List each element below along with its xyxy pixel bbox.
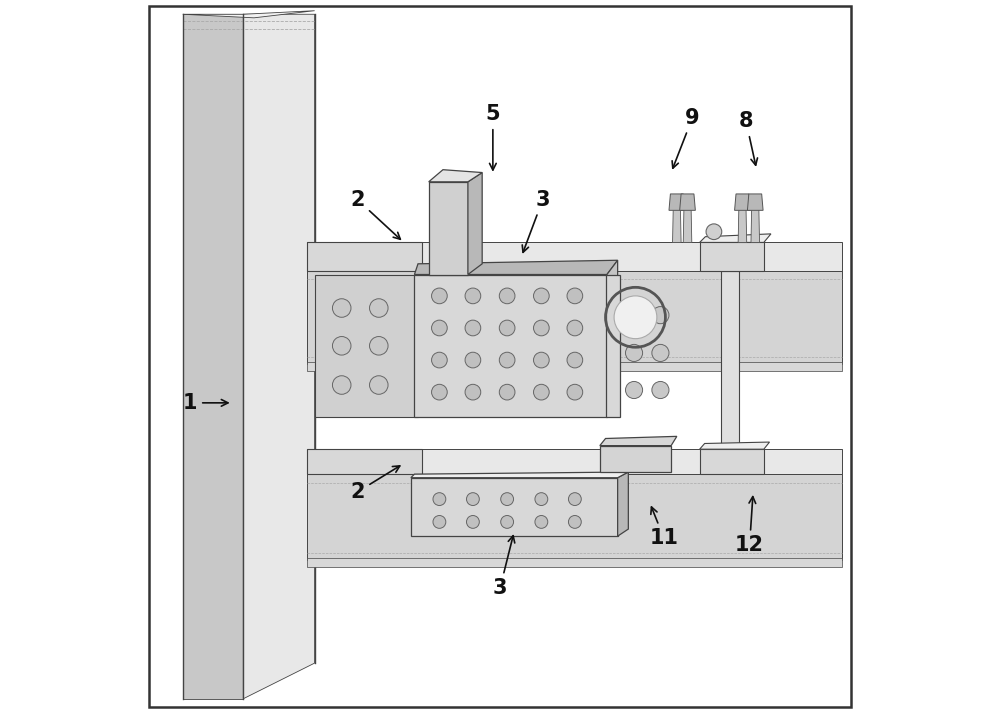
Polygon shape [600, 446, 671, 472]
Polygon shape [751, 207, 760, 242]
Polygon shape [307, 449, 422, 474]
Circle shape [706, 224, 722, 240]
Polygon shape [700, 449, 764, 474]
Polygon shape [411, 478, 618, 536]
Circle shape [535, 493, 548, 506]
Circle shape [652, 381, 669, 399]
Circle shape [465, 352, 481, 368]
Circle shape [625, 381, 643, 399]
Circle shape [433, 493, 446, 506]
Text: 2: 2 [350, 466, 400, 502]
Circle shape [432, 288, 447, 304]
Circle shape [568, 493, 581, 506]
Circle shape [625, 307, 643, 324]
Polygon shape [315, 275, 418, 417]
Polygon shape [669, 194, 685, 210]
Text: 3: 3 [522, 190, 550, 252]
Circle shape [652, 307, 669, 324]
Circle shape [534, 288, 549, 304]
Circle shape [465, 384, 481, 400]
Polygon shape [307, 474, 842, 560]
Circle shape [567, 352, 583, 368]
Polygon shape [738, 207, 747, 242]
Text: 1: 1 [183, 393, 228, 413]
Circle shape [370, 337, 388, 355]
Polygon shape [183, 14, 243, 699]
Circle shape [433, 515, 446, 528]
Polygon shape [680, 194, 695, 210]
Polygon shape [700, 234, 771, 242]
Polygon shape [183, 11, 315, 18]
Circle shape [499, 384, 515, 400]
Polygon shape [735, 194, 750, 210]
Polygon shape [429, 170, 482, 182]
Polygon shape [747, 194, 763, 210]
Circle shape [534, 384, 549, 400]
Polygon shape [673, 207, 681, 242]
Circle shape [370, 299, 388, 317]
Polygon shape [307, 271, 842, 364]
Circle shape [535, 515, 548, 528]
Polygon shape [606, 275, 620, 417]
Circle shape [499, 288, 515, 304]
Polygon shape [307, 449, 842, 474]
Circle shape [370, 376, 388, 394]
Circle shape [625, 344, 643, 361]
Text: 5: 5 [486, 104, 500, 170]
Text: 2: 2 [350, 190, 400, 240]
Circle shape [332, 337, 351, 355]
Polygon shape [700, 242, 764, 271]
Circle shape [567, 320, 583, 336]
Circle shape [501, 493, 514, 506]
Polygon shape [607, 260, 618, 417]
Circle shape [432, 352, 447, 368]
Polygon shape [683, 207, 692, 242]
Circle shape [432, 384, 447, 400]
Text: 12: 12 [735, 496, 764, 555]
Polygon shape [414, 260, 618, 275]
Circle shape [568, 515, 581, 528]
Polygon shape [414, 275, 607, 417]
Circle shape [465, 320, 481, 336]
Circle shape [652, 344, 669, 361]
Polygon shape [411, 472, 628, 478]
Circle shape [614, 296, 657, 339]
Polygon shape [307, 242, 422, 271]
Polygon shape [307, 242, 842, 271]
Circle shape [501, 515, 514, 528]
Polygon shape [618, 472, 628, 536]
Circle shape [332, 376, 351, 394]
Text: 11: 11 [649, 507, 678, 548]
Circle shape [567, 288, 583, 304]
Polygon shape [307, 362, 842, 371]
Circle shape [534, 352, 549, 368]
Circle shape [499, 320, 515, 336]
Polygon shape [600, 436, 677, 446]
Circle shape [567, 384, 583, 400]
Circle shape [432, 320, 447, 336]
Circle shape [332, 299, 351, 317]
Text: 8: 8 [739, 111, 757, 165]
Polygon shape [243, 14, 315, 699]
Polygon shape [429, 182, 468, 275]
Text: 9: 9 [672, 108, 700, 168]
Polygon shape [700, 442, 770, 449]
Circle shape [534, 320, 549, 336]
Circle shape [466, 493, 479, 506]
Circle shape [466, 515, 479, 528]
Circle shape [499, 352, 515, 368]
Polygon shape [307, 558, 842, 567]
Polygon shape [468, 173, 482, 275]
Polygon shape [721, 271, 739, 449]
Circle shape [465, 288, 481, 304]
Text: 3: 3 [493, 535, 515, 598]
